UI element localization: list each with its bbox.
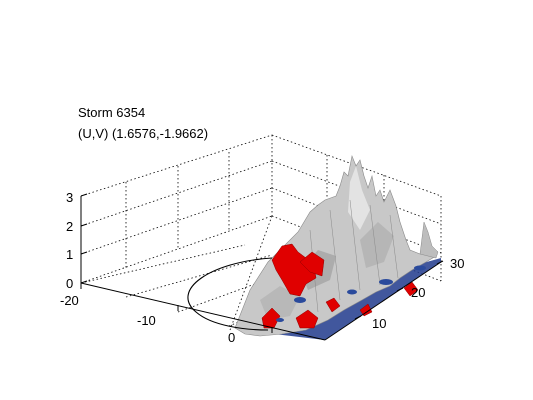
- highlight-regions: [261, 243, 419, 329]
- surface: [234, 154, 439, 337]
- y-tick-label: 20: [411, 285, 425, 300]
- chart-title: Storm 6354: [78, 105, 145, 120]
- z-tick-label: 0: [66, 276, 73, 291]
- ellipse-curve: [187, 257, 273, 331]
- x-tick-label: 0: [228, 330, 235, 345]
- x-tick-labels: -20 -10 0: [60, 293, 235, 345]
- z-tick-label: 3: [66, 190, 73, 205]
- y-tick-labels: 10 20 30: [372, 256, 464, 331]
- chart-subtitle: (U,V) (1.6576,-1.9662): [78, 126, 208, 141]
- x-tick-label: -20: [60, 293, 79, 308]
- z-tick-labels: 0 1 2 3: [66, 190, 73, 291]
- base-spots: [276, 265, 426, 322]
- z-tick-label: 1: [66, 247, 73, 262]
- z-tick-label: 2: [66, 219, 73, 234]
- axes: [80, 193, 444, 341]
- x-tick-label: -10: [137, 313, 156, 328]
- y-tick-label: 30: [450, 256, 464, 271]
- y-tick-label: 10: [372, 316, 386, 331]
